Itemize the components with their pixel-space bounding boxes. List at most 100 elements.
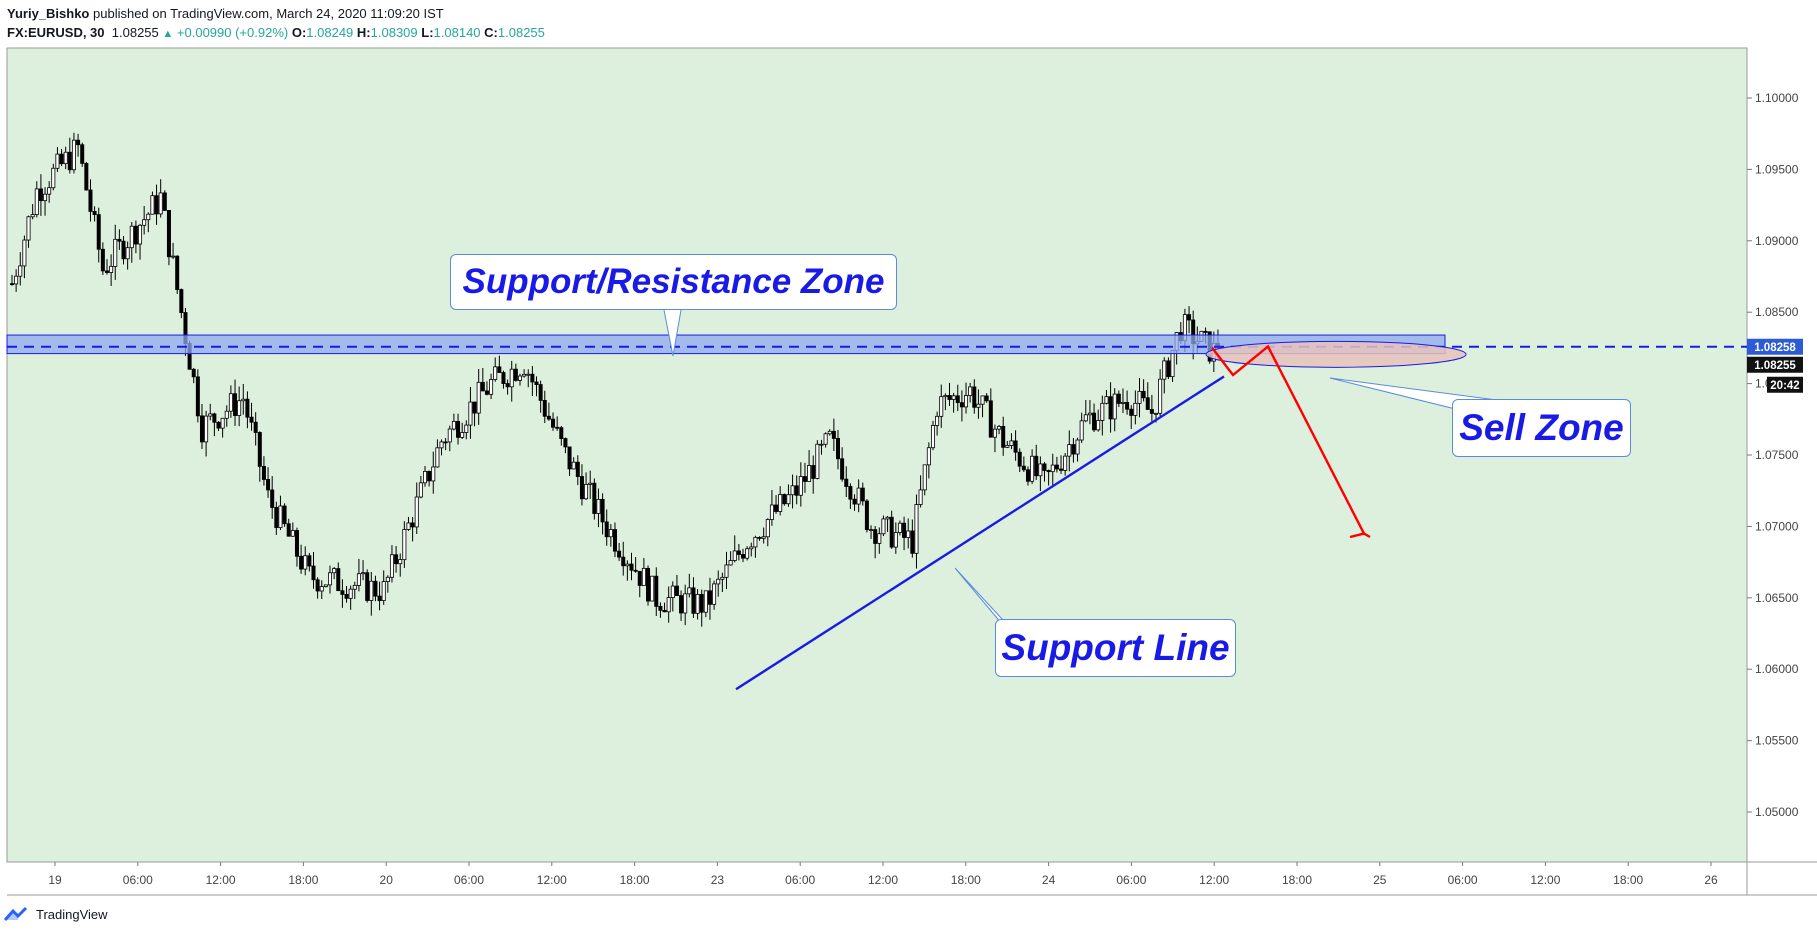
candle-body bbox=[26, 216, 31, 241]
candle-body bbox=[526, 373, 531, 376]
candle-body bbox=[501, 372, 506, 384]
candle-body bbox=[435, 447, 440, 468]
candle-body bbox=[749, 546, 754, 550]
candle-body bbox=[976, 403, 981, 408]
candle-body bbox=[212, 413, 217, 423]
candle-body bbox=[55, 153, 60, 169]
x-tick-label: 18:00 bbox=[288, 873, 318, 887]
candle-body bbox=[328, 572, 333, 586]
candle-body bbox=[414, 496, 419, 528]
candle-body bbox=[732, 550, 737, 561]
candle-body bbox=[311, 565, 316, 581]
candle-body bbox=[691, 587, 696, 614]
candle-body bbox=[464, 424, 469, 433]
candle-body bbox=[674, 585, 679, 596]
candle-body bbox=[807, 465, 812, 482]
candle-body bbox=[451, 420, 456, 430]
candle-body bbox=[468, 401, 473, 426]
candle-body bbox=[728, 560, 733, 566]
candle-body bbox=[753, 536, 758, 548]
candle-body bbox=[720, 576, 725, 580]
candle-body bbox=[906, 530, 911, 538]
candle-body bbox=[278, 505, 283, 529]
candle-body bbox=[237, 400, 242, 416]
candle-body bbox=[881, 518, 886, 535]
candle-body bbox=[873, 529, 878, 544]
candle-body bbox=[398, 559, 403, 565]
candle-body bbox=[303, 555, 308, 570]
candle-body bbox=[658, 605, 663, 611]
candle-body bbox=[406, 522, 411, 530]
candle-body bbox=[480, 381, 485, 392]
x-tick-label: 18:00 bbox=[951, 873, 981, 887]
candle-body bbox=[551, 418, 556, 428]
candle-body bbox=[1187, 314, 1192, 321]
candle-body bbox=[1096, 420, 1101, 431]
x-tick-label: 18:00 bbox=[1282, 873, 1312, 887]
candle-body bbox=[129, 225, 134, 249]
candle-body bbox=[650, 575, 655, 602]
candle-body bbox=[815, 443, 820, 479]
candle-body bbox=[1154, 412, 1159, 415]
candle-body bbox=[489, 379, 494, 395]
x-tick-label: 06:00 bbox=[123, 873, 153, 887]
candle-body bbox=[431, 466, 436, 482]
candle-body bbox=[282, 505, 287, 525]
open-value: 1.08249 bbox=[306, 25, 354, 40]
candle-body bbox=[332, 568, 337, 574]
candle-body bbox=[687, 587, 692, 595]
candle-body bbox=[852, 498, 857, 505]
candle-body bbox=[633, 569, 638, 572]
candle-body bbox=[769, 504, 774, 520]
candle-body bbox=[877, 533, 882, 544]
candle-body bbox=[274, 507, 279, 529]
candle-body bbox=[641, 567, 646, 586]
candle-body bbox=[538, 384, 543, 401]
candle-body bbox=[1120, 401, 1125, 404]
x-tick-label: 23 bbox=[711, 873, 725, 887]
candle-body bbox=[195, 376, 200, 417]
countdown-text: 20:42 bbox=[1770, 380, 1799, 392]
candle-body bbox=[142, 219, 147, 226]
sell-zone-callout[interactable]: Sell Zone bbox=[1452, 399, 1631, 457]
candle-body bbox=[860, 487, 865, 502]
candle-body bbox=[1025, 469, 1030, 482]
candle-body bbox=[621, 556, 626, 567]
high-value: 1.08309 bbox=[370, 25, 418, 40]
candle-body bbox=[546, 415, 551, 420]
candle-body bbox=[910, 530, 915, 554]
candle-body bbox=[117, 238, 122, 242]
author-name[interactable]: Yuriy_Bishko bbox=[7, 6, 90, 21]
candle-body bbox=[352, 584, 357, 590]
candle-body bbox=[472, 401, 477, 414]
candle-body bbox=[856, 487, 861, 505]
candle-body bbox=[918, 489, 923, 505]
candle-body bbox=[38, 188, 43, 202]
x-tick-label: 12:00 bbox=[537, 873, 567, 887]
candle-body bbox=[224, 410, 229, 419]
candle-body bbox=[1125, 401, 1130, 410]
candle-body bbox=[348, 588, 353, 599]
candle-body bbox=[497, 366, 502, 373]
candle-body bbox=[1054, 464, 1059, 470]
candle-body bbox=[517, 375, 522, 381]
tradingview-logo-icon[interactable] bbox=[4, 906, 32, 922]
symbol-name[interactable]: FX:EURUSD, 30 bbox=[7, 25, 105, 40]
candle-body bbox=[84, 162, 89, 191]
candle-body bbox=[344, 594, 349, 599]
support-line-label: Support Line bbox=[1001, 627, 1230, 668]
candle-body bbox=[92, 211, 97, 215]
candle-body bbox=[670, 585, 675, 598]
candle-body bbox=[1038, 463, 1043, 477]
candle-body bbox=[608, 529, 613, 538]
candle-body bbox=[1050, 464, 1055, 473]
footer-brand[interactable]: TradingView bbox=[36, 906, 108, 922]
candle-body bbox=[1001, 426, 1006, 448]
sr-zone-callout[interactable]: Support/Resistance Zone bbox=[450, 254, 897, 310]
candle-body bbox=[233, 393, 238, 416]
arrow-head bbox=[1349, 532, 1371, 539]
candle-body bbox=[410, 522, 415, 528]
y-axis: 1.100001.095001.090001.085001.080001.075… bbox=[1747, 91, 1799, 819]
support-line-callout[interactable]: Support Line bbox=[995, 619, 1236, 677]
